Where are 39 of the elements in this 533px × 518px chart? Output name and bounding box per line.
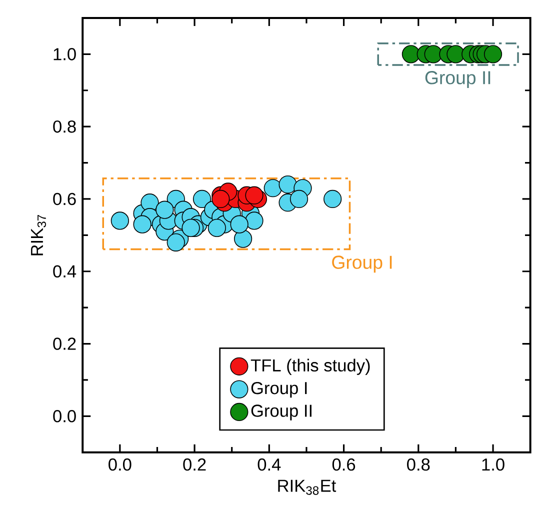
y-tick-label: 0.2 [53,338,76,350]
x-tick-label: 0.2 [183,458,206,471]
annotation: Group I [332,256,392,273]
y-tick-label: 0.6 [53,193,76,206]
x-tick-label: 1.0 [482,458,504,471]
point [182,219,200,238]
point [166,234,185,252]
y-axis-title: RIK$_{37}$ [31,215,46,256]
point [278,176,297,194]
point [230,215,248,234]
point [133,215,152,234]
y-tick-label: 1.0 [54,48,76,60]
legend-label: Group I [251,382,307,398]
point [192,190,212,208]
x-tick-label: 0.6 [332,458,356,471]
point [245,186,264,205]
y-tick-label: 0.4 [53,265,76,278]
point [324,190,342,208]
point [290,190,308,208]
point [264,179,282,198]
point [110,212,129,230]
point [212,190,230,208]
point [424,45,442,64]
point [156,200,174,220]
point [245,212,264,230]
legend-label: TFL (this study) [250,358,370,376]
annotation: Group II [425,71,490,88]
x-axis-title: RIK$_{38}$Et [278,480,336,495]
point [234,230,252,248]
y-tick-label: 0.8 [53,120,76,133]
y-tick-label: 0.0 [53,410,76,422]
x-tick-label: 0.4 [258,458,281,471]
x-tick-label: 0.8 [407,458,430,471]
point [208,219,226,238]
legend-label: Group II [251,404,312,420]
point [446,45,465,64]
point [402,45,420,64]
x-tick-label: 0.0 [108,458,132,471]
point [484,45,502,64]
